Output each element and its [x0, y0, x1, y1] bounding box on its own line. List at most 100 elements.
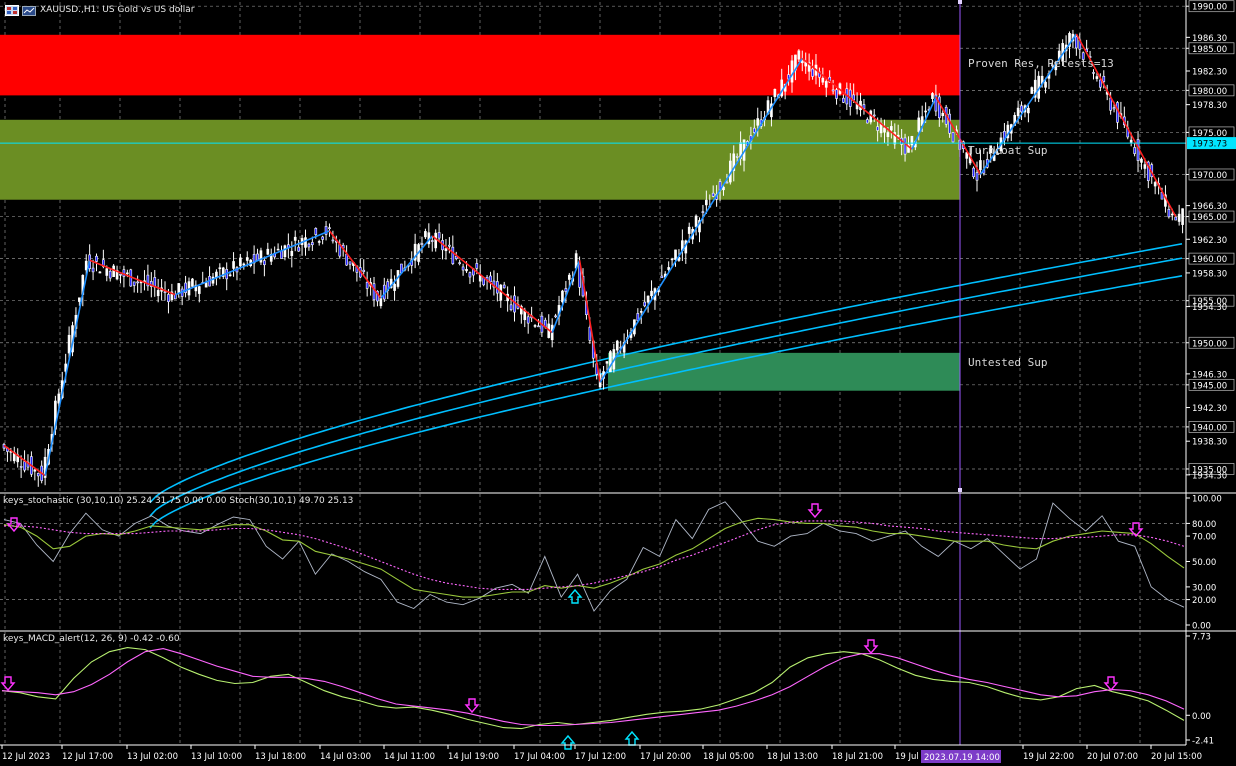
- candle: [667, 261, 670, 272]
- candle: [951, 132, 955, 143]
- candle: [424, 228, 427, 239]
- price-tick-box: [1188, 42, 1235, 55]
- candle: [872, 109, 876, 122]
- candle: [263, 256, 266, 277]
- candle: [362, 259, 366, 275]
- bear-candle-body: [852, 94, 855, 101]
- bull-candle-body: [276, 248, 280, 251]
- bear-candle-body: [328, 227, 331, 229]
- candle: [67, 326, 71, 361]
- chart-grid-icon[interactable]: [5, 5, 19, 16]
- bear-candle-body: [132, 281, 136, 286]
- vline-handle-top: [958, 0, 962, 4]
- bear-candle-body: [430, 240, 434, 242]
- bull-candle-body: [931, 93, 934, 99]
- proven-res-zone: [0, 34, 960, 96]
- zigzag-up-leg: [174, 230, 330, 296]
- candle: [297, 239, 300, 252]
- bear-candle-body: [811, 68, 814, 77]
- symbol-title: XAUUSD.,H1: US Gold vs US dollar: [40, 5, 195, 15]
- bear-candle-body: [36, 473, 40, 477]
- candle: [711, 185, 715, 198]
- price-tick-label: 1982.30: [1192, 67, 1227, 77]
- bull-candle-body: [893, 132, 897, 145]
- time-tick-label: 12 Jul 17:00: [62, 752, 113, 762]
- candle: [98, 270, 102, 274]
- candle: [705, 190, 708, 214]
- bull-candle-body: [732, 153, 736, 171]
- bull-candle-body: [1129, 139, 1133, 143]
- candle: [365, 271, 369, 297]
- bull-candle-body: [883, 127, 886, 133]
- candle: [293, 230, 297, 252]
- macd-signal-line: [1, 648, 1185, 727]
- bull-candle-body: [105, 268, 109, 276]
- chart-mode-icon[interactable]: [22, 6, 36, 16]
- price-tick-label: 1966.30: [1192, 202, 1227, 212]
- time-tick-label: 20 Jul 07:00: [1087, 752, 1138, 762]
- candle: [451, 235, 455, 266]
- current-price-box: [1187, 137, 1236, 150]
- candle: [1092, 69, 1095, 80]
- bull-candle-body: [290, 250, 294, 256]
- bull-candle-body: [293, 236, 297, 241]
- zigzag-up-leg: [979, 33, 1078, 175]
- time-tick-label: 17 Jul 12:00: [575, 752, 626, 762]
- stoch-tick-label: 70.00: [1192, 533, 1216, 543]
- bear-candle-body: [489, 275, 492, 283]
- stoch-tick-label: 30.00: [1192, 583, 1216, 593]
- time-tick-label: 14 Jul 03:00: [320, 752, 371, 762]
- bear-candle-body: [146, 274, 150, 287]
- candle: [937, 93, 941, 127]
- candle: [307, 242, 311, 251]
- candle: [1153, 180, 1157, 195]
- candle: [564, 281, 568, 303]
- candle: [732, 145, 736, 182]
- candle: [348, 261, 352, 270]
- price-tick-label: 1942.30: [1192, 404, 1227, 414]
- bull-candle-body: [705, 199, 708, 206]
- candle: [283, 244, 287, 261]
- bull-candle-body: [283, 245, 287, 258]
- candle: [84, 254, 88, 276]
- bull-candle-body: [639, 311, 643, 313]
- stoch-sell-arrow-icon: [807, 503, 823, 519]
- bear-candle-body: [119, 274, 122, 276]
- candle: [232, 252, 235, 277]
- price-tick-label: 1940.00: [1192, 423, 1227, 433]
- candle: [324, 220, 328, 241]
- candle: [259, 247, 263, 266]
- time-tick-label: 18 Jul 13:00: [767, 752, 818, 762]
- macd-panel[interactable]: [0, 630, 1236, 750]
- bull-candle-body: [33, 469, 37, 472]
- candle: [800, 50, 804, 72]
- candle: [430, 236, 434, 252]
- price-tick-box: [1188, 463, 1235, 475]
- price-tick-box: [1188, 378, 1235, 391]
- bull-candle-body: [756, 118, 760, 126]
- candle: [146, 264, 150, 291]
- bull-candle-body: [646, 295, 650, 303]
- candle: [1143, 158, 1147, 179]
- candle: [797, 49, 801, 63]
- bear-candle-body: [136, 281, 139, 284]
- bear-candle-body: [348, 261, 352, 265]
- candle: [509, 295, 513, 312]
- stoch-tick-label: 50.00: [1192, 558, 1216, 568]
- bear-candle-body: [502, 284, 506, 289]
- candle: [1181, 208, 1184, 234]
- price-tick-box: [1188, 421, 1235, 433]
- price-tick-box: [1188, 210, 1235, 223]
- bull-candle-body: [57, 393, 61, 404]
- stochastic-panel[interactable]: [0, 492, 1236, 612]
- bear-candle-body: [643, 301, 647, 307]
- price-tick-box: [1188, 168, 1235, 181]
- bear-candle-body: [331, 239, 335, 242]
- time-tick-label: 19 Jul 06:00: [895, 752, 946, 762]
- bear-candle-body: [842, 97, 845, 103]
- candle: [824, 79, 828, 98]
- zigzag-down-leg: [328, 230, 382, 299]
- candle: [379, 290, 383, 309]
